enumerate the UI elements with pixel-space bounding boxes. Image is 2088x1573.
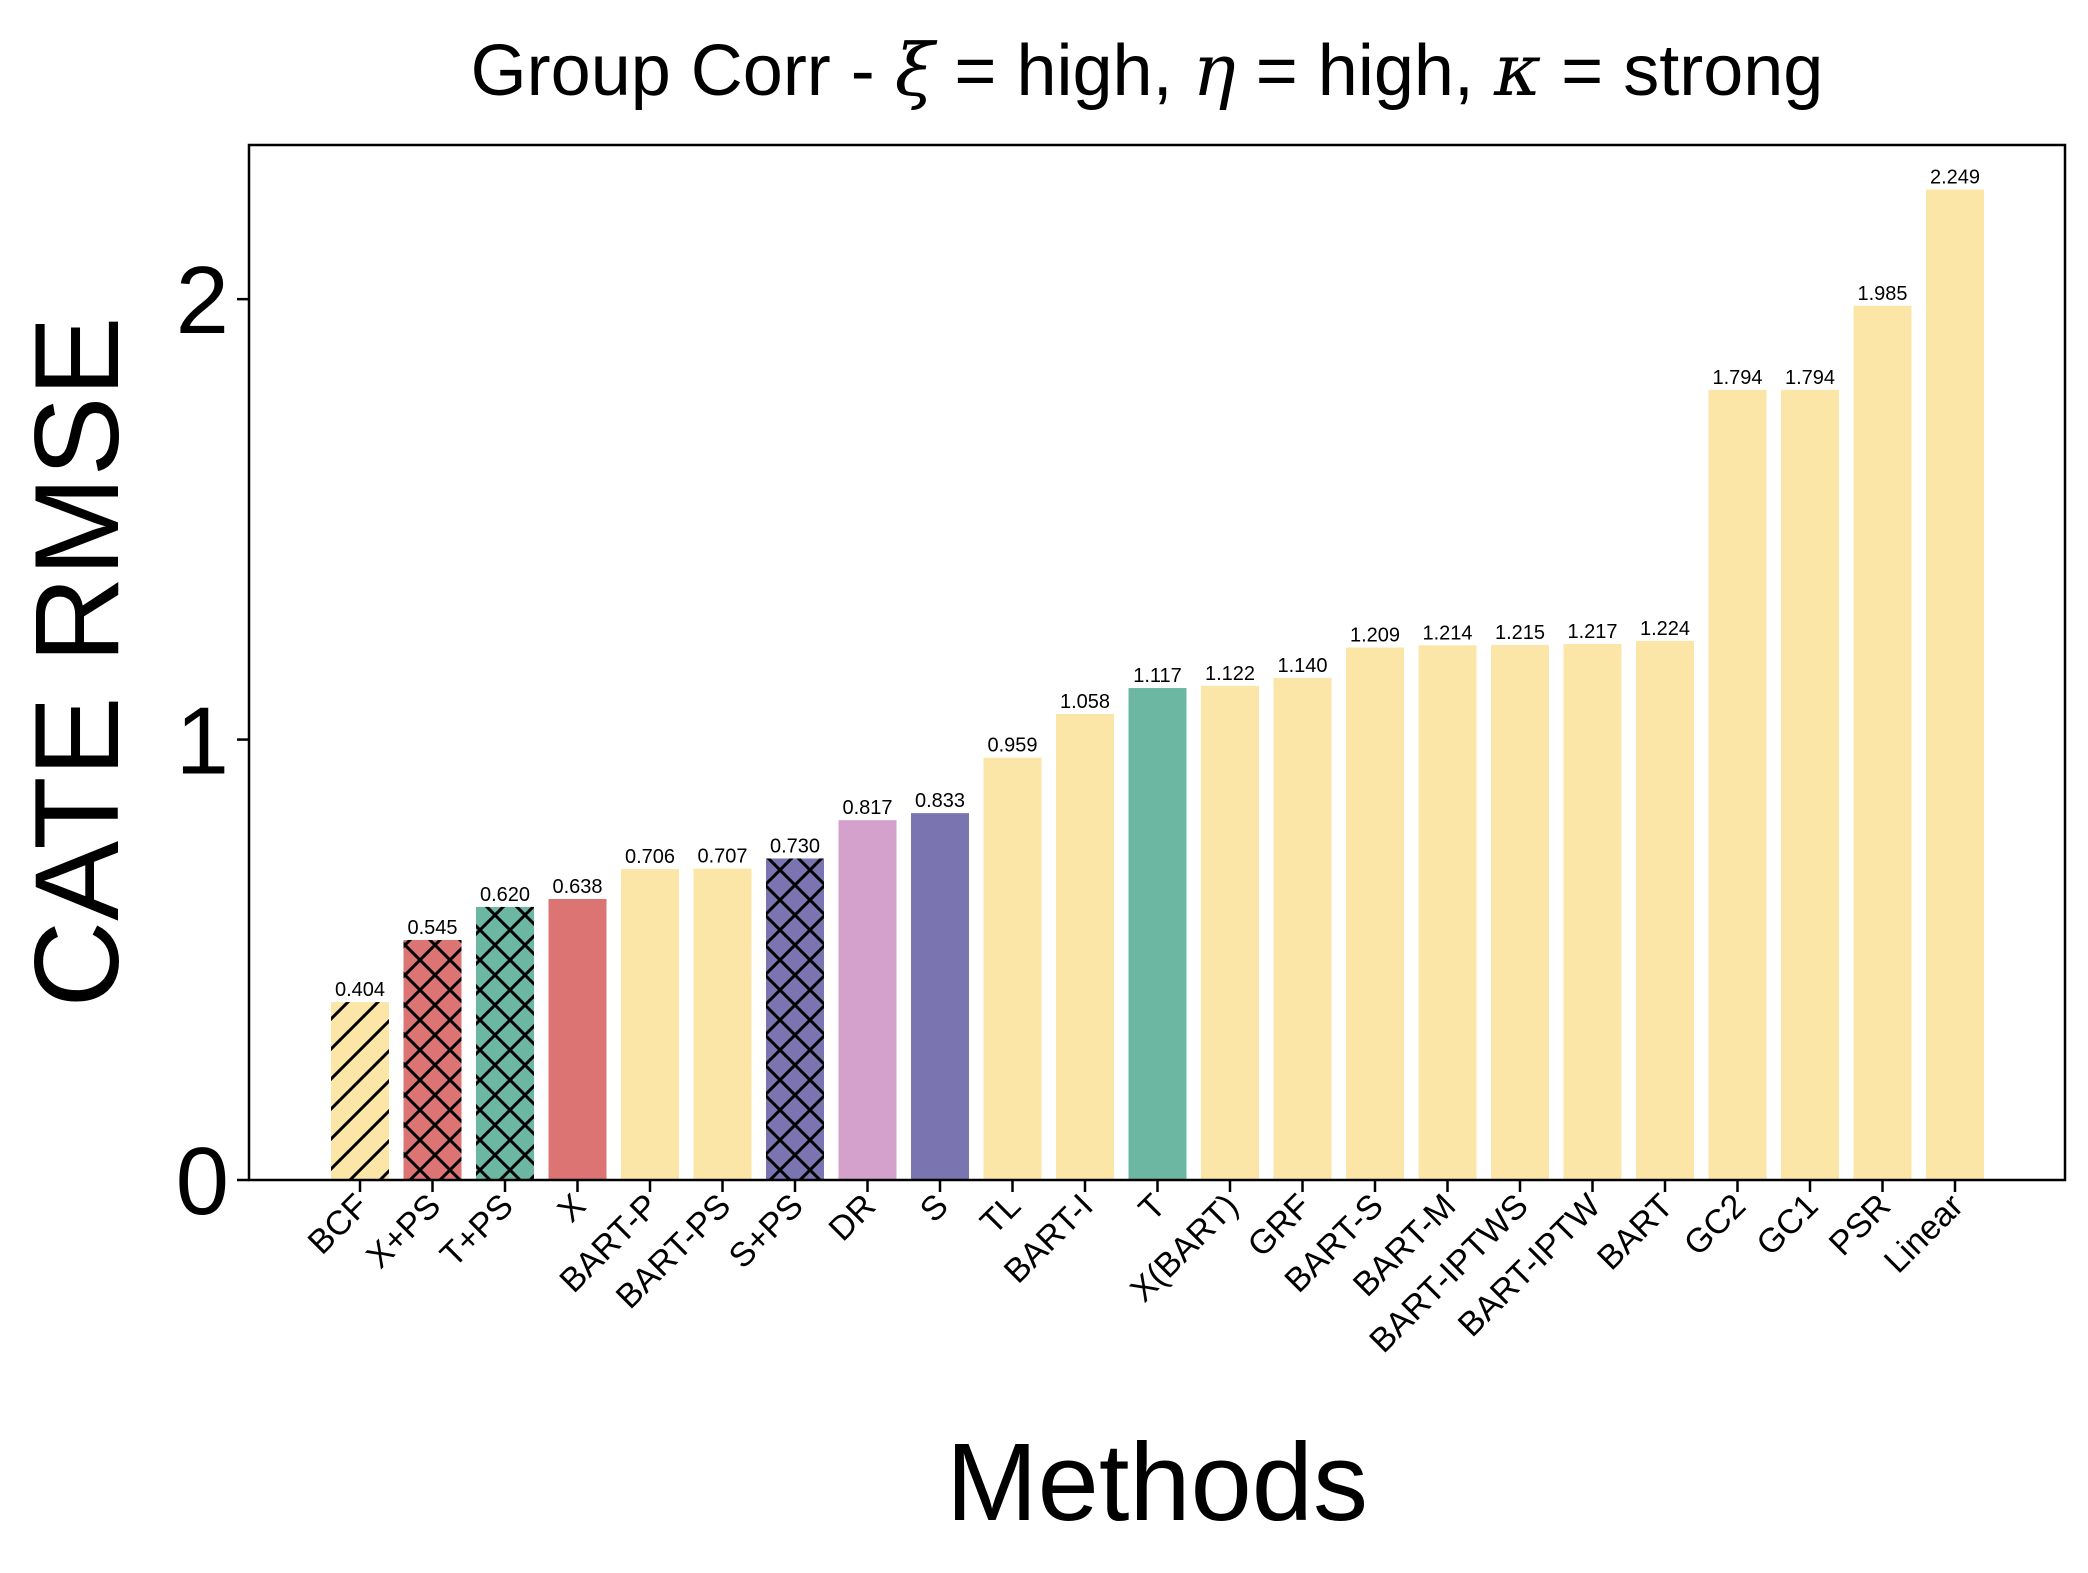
data-label-gc1: 1.794: [1785, 367, 1835, 389]
bar-t: [1128, 688, 1187, 1180]
x-tick-label-x: X: [550, 1187, 593, 1230]
bars-group: [331, 189, 1984, 1180]
bar-gc2: [1708, 389, 1767, 1180]
data-label-bart-iptws: 1.215: [1495, 622, 1545, 644]
data-label-dr: 0.817: [842, 797, 892, 819]
bar-bart-p: [621, 869, 679, 1180]
bar-bart-i: [1056, 714, 1114, 1180]
x-tick-label-gc1: GC1: [1749, 1187, 1825, 1263]
data-label-bart-s: 1.209: [1350, 625, 1400, 647]
data-label-bart-p: 0.706: [625, 846, 675, 868]
bar-gc1: [1781, 389, 1839, 1180]
data-label-gc2: 1.794: [1712, 367, 1762, 389]
y-tick-label-1: 1: [176, 688, 229, 795]
y-axis-label: CATE RMSE: [10, 316, 144, 1007]
x-tick-label-gc2: GC2: [1677, 1187, 1753, 1263]
bar-grf: [1273, 677, 1332, 1180]
x-tick-label-bart: BART: [1590, 1187, 1681, 1278]
data-label-linear: 2.249: [1930, 166, 1980, 188]
bar-bart: [1636, 640, 1694, 1180]
bar-bart-m: [1418, 645, 1477, 1180]
bar-bart-s: [1346, 647, 1404, 1180]
data-label-t-ps: 0.620: [480, 884, 530, 906]
data-label-s: 0.833: [915, 790, 965, 812]
data-label-bart-ps: 0.707: [697, 846, 747, 868]
bar-linear: [1926, 189, 1984, 1180]
x-tick-label-t-ps: T+PS: [433, 1187, 521, 1275]
y-tick-label-2: 2: [176, 247, 229, 354]
bar-hatch-x-ps: [403, 939, 462, 1180]
bar-tl: [983, 757, 1042, 1180]
y-axis-ticks: 0 1 2: [176, 247, 249, 1235]
data-label-bart-iptw: 1.217: [1567, 621, 1617, 643]
data-label-grf: 1.140: [1277, 655, 1327, 677]
bar-dr: [838, 820, 897, 1180]
x-tick-label-s: S: [913, 1187, 956, 1230]
bar-bart-iptws: [1491, 644, 1549, 1180]
bar-hatch-bcf: [331, 1002, 389, 1180]
y-tick-label-0: 0: [176, 1128, 229, 1235]
data-label-x: 0.638: [552, 876, 602, 898]
bar-x: [548, 899, 607, 1180]
data-labels-group: 0.404 0.545 0.620 0.638 0.706 0.707 0.730 0.817…: [335, 166, 1980, 1001]
bar-s: [911, 813, 969, 1180]
bar-x-bart: [1201, 685, 1259, 1180]
data-label-bcf: 0.404: [335, 979, 385, 1001]
x-axis-label: Methods: [946, 1421, 1368, 1544]
data-label-bart-m: 1.214: [1422, 622, 1472, 644]
bar-bart-ps: [693, 868, 752, 1180]
data-label-x-ps: 0.545: [407, 917, 457, 939]
x-tick-label-x-ps: X+PS: [359, 1187, 448, 1276]
chart-title: Group Corr - ξ = high, η = high, κ = str…: [471, 28, 1824, 112]
data-label-psr: 1.985: [1857, 283, 1907, 305]
bar-hatch-t-ps: [476, 906, 534, 1180]
x-tick-label-linear: Linear: [1877, 1187, 1971, 1281]
data-label-s-ps: 0.730: [770, 835, 820, 857]
x-tick-label-t: T: [1132, 1187, 1174, 1229]
data-label-t: 1.117: [1133, 665, 1182, 687]
data-label-tl: 0.959: [987, 735, 1037, 757]
bar-bart-iptw: [1563, 644, 1622, 1180]
data-label-x-bart: 1.122: [1205, 663, 1255, 685]
x-tick-label-tl: TL: [973, 1187, 1028, 1242]
bar-hatch-s-ps: [766, 858, 824, 1180]
data-label-bart-i: 1.058: [1060, 691, 1110, 713]
x-tick-label-dr: DR: [822, 1187, 884, 1249]
bar-psr: [1853, 305, 1912, 1180]
x-tick-label-s-ps: S+PS: [722, 1187, 811, 1276]
data-label-bart: 1.224: [1640, 618, 1690, 640]
